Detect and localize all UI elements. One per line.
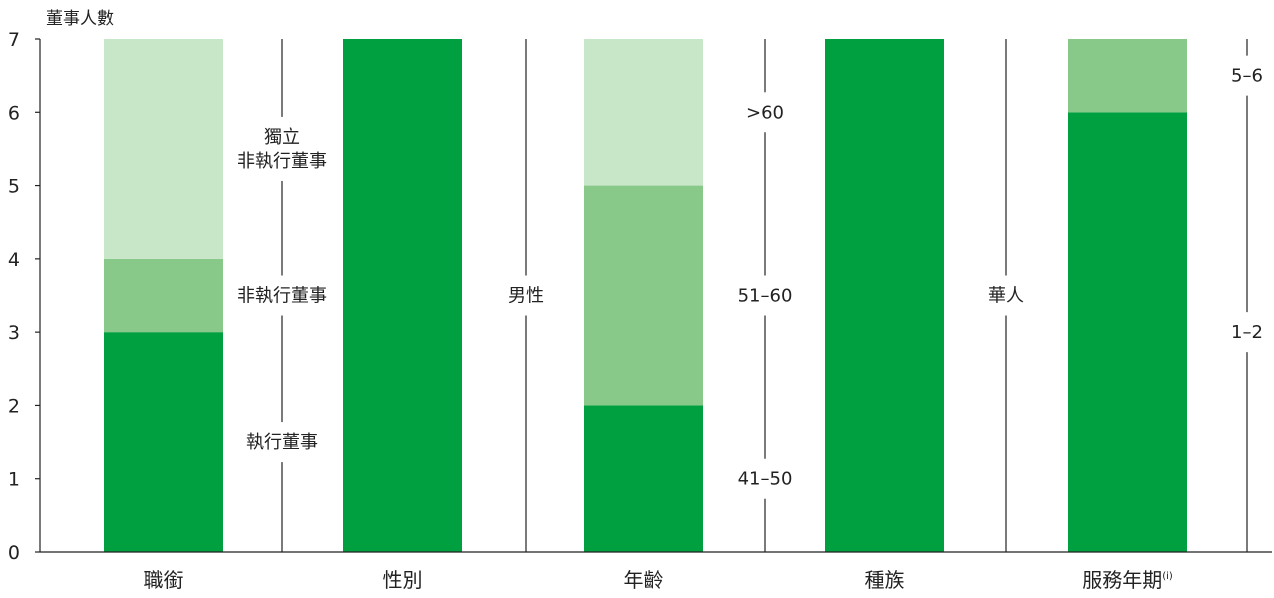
y-tick-label: 5 [8,176,20,198]
y-tick-label: 7 [8,29,20,51]
bar-segment-2-2 [584,39,703,186]
category-label-1: 性別 [383,568,423,592]
bar-segment-4-0 [1068,112,1187,553]
segment-label-2-0: 41–50 [738,469,793,490]
category-name: 年齡 [624,568,664,592]
category-name: 種族 [865,568,905,592]
category-label-2: 年齡 [624,568,664,592]
segment-label-1-0: 男性 [508,286,544,307]
segment-label-2-1: 51–60 [738,286,793,307]
segment-label-4-1: 5–6 [1231,66,1263,87]
y-tick-label: 4 [8,249,20,271]
segment-label-0-0: 執行董事 [246,432,318,453]
category-footnote-marker: (i) [1162,571,1173,582]
bar-segment-0-0 [104,332,223,552]
bar-segment-0-2 [104,39,223,259]
y-tick-label: 1 [8,469,20,491]
bar-segment-4-1 [1068,39,1187,113]
y-tick-label: 0 [8,542,20,564]
segment-label-0-1: 非執行董事 [237,286,327,307]
y-tick-label: 6 [8,102,20,124]
bar-segment-1-0 [343,39,462,552]
category-label-0: 職銜 [144,568,184,592]
segment-label-0-2: 獨立非執行董事 [237,127,327,172]
y-axis-title: 董事人數 [46,9,114,29]
segment-label-4-0: 1–2 [1231,322,1263,343]
category-label-4: 服務年期(i) [1082,568,1173,592]
bar-segment-2-0 [584,405,703,552]
category-name: 性別 [383,568,423,592]
y-tick-label: 3 [8,322,20,344]
bar-segment-2-1 [584,185,703,406]
segment-label-2-2: >60 [746,102,784,123]
segment-label-3-0: 華人 [988,286,1024,307]
category-name: 職銜 [144,568,184,592]
y-tick-label: 2 [8,395,20,417]
bar-segment-3-0 [825,39,944,552]
category-label-3: 種族 [865,568,905,592]
category-name: 服務年期 [1082,568,1162,592]
bar-segment-0-1 [104,258,223,333]
